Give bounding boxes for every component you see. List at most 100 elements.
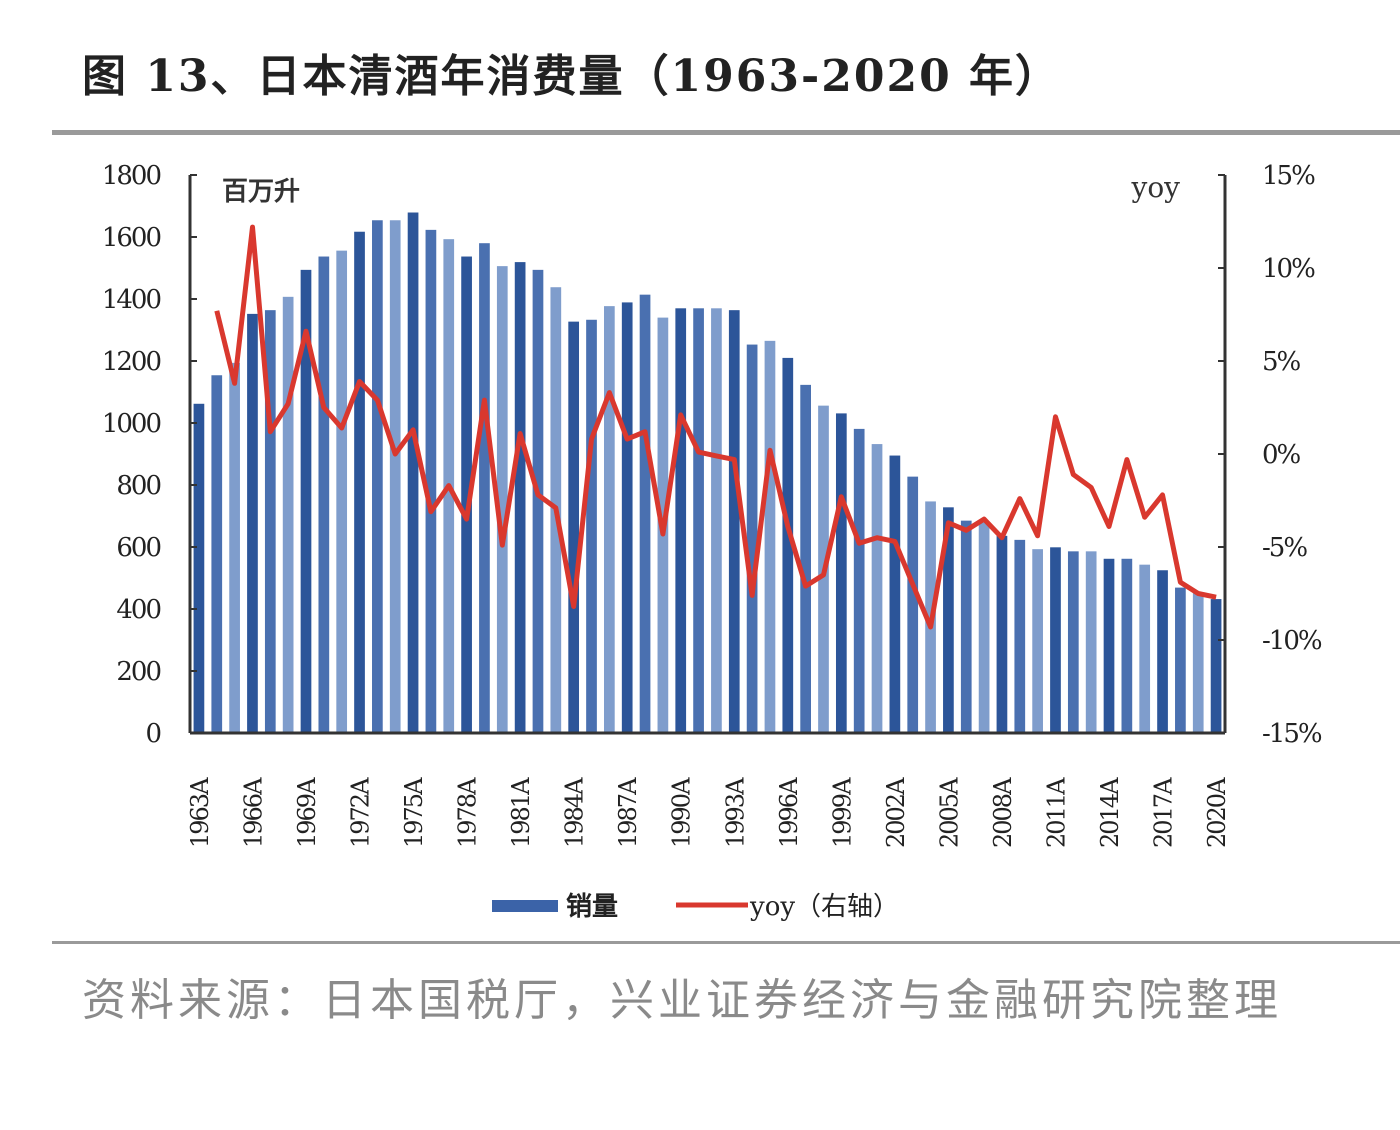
bar-2006A <box>960 520 972 733</box>
x-tick-label: 1996A <box>775 777 803 848</box>
bar-1979A <box>479 243 490 733</box>
bar-2020A <box>1210 599 1222 733</box>
x-tick-label: 2002A <box>882 777 910 848</box>
legend-line-label: yoy（右轴） <box>749 892 899 922</box>
bar-2014A <box>1103 558 1115 733</box>
x-tick-label: 1981A <box>507 777 535 848</box>
bar-1993A <box>728 310 740 733</box>
right-unit-label: yoy <box>1131 171 1181 204</box>
bar-2013A <box>1085 551 1097 733</box>
bar-1988A <box>639 294 651 733</box>
bar-1973A <box>372 220 383 733</box>
x-tick-label: 2020A <box>1203 777 1231 848</box>
bar-1999A <box>835 413 847 733</box>
x-tick-label: 2011A <box>1042 777 1070 848</box>
bar-1963A <box>193 403 205 733</box>
legend-bar-label: 销量 <box>566 892 618 922</box>
left-tick-label: 600 <box>116 533 160 563</box>
bar-1992A <box>711 308 722 733</box>
x-tick-label: 1984A <box>561 777 589 848</box>
left-tick-label: 1800 <box>102 161 161 191</box>
bar-2012A <box>1067 551 1079 733</box>
bar-2008A <box>996 535 1008 733</box>
bottom-divider <box>52 941 1400 944</box>
bar-1996A <box>782 357 794 733</box>
right-tick-label: 10% <box>1262 254 1315 284</box>
right-tick-label: -5% <box>1262 533 1307 563</box>
bar-1970A <box>318 256 330 733</box>
bar-2005A <box>943 507 954 733</box>
left-tick-label: 200 <box>116 657 160 687</box>
bar-1974A <box>389 220 401 733</box>
x-tick-label: 2014A <box>1096 777 1124 848</box>
bar-1969A <box>300 269 312 733</box>
right-tick-label: -15% <box>1262 719 1322 749</box>
bar-2015A <box>1121 558 1133 733</box>
bar-1968A <box>282 296 294 733</box>
x-tick-label: 1972A <box>347 777 375 848</box>
bar-2011A <box>1050 547 1061 733</box>
bar-1981A <box>514 262 526 733</box>
legend-bar-swatch <box>492 900 558 912</box>
left-tick-label: 0 <box>145 719 160 749</box>
right-tick-label: 0% <box>1262 440 1301 470</box>
bar-1997A <box>800 384 811 733</box>
figure-title: 图 13、日本清酒年消费量（1963-2020 年） <box>82 51 1062 102</box>
x-tick-label: 1966A <box>239 777 267 848</box>
x-tick-label: 1987A <box>614 777 642 848</box>
bar-1975A <box>407 212 419 733</box>
x-tick-label: 1963A <box>186 777 214 848</box>
bar-2002A <box>889 455 901 733</box>
source-note: 资料来源：日本国税厅，兴业证券经济与金融研究院整理 <box>82 975 1282 1026</box>
bar-1972A <box>354 231 365 733</box>
right-tick-label: -10% <box>1262 626 1322 656</box>
bar-1966A <box>247 313 258 733</box>
bar-2001A <box>871 444 883 733</box>
chart: 0 200 400 600 800 1000 1200 1400 1600 1800 -15% -10… <box>102 161 1324 922</box>
x-tick-label: 2005A <box>935 777 963 848</box>
left-tick-label: 1400 <box>102 285 161 315</box>
bar-2000A <box>853 428 865 733</box>
left-tick-label: 400 <box>116 595 160 625</box>
right-tick-label: 15% <box>1262 161 1315 191</box>
bar-2016A <box>1139 564 1151 733</box>
bar-1984A <box>568 321 580 733</box>
bar-2003A <box>907 476 919 733</box>
bar-2010A <box>1032 549 1043 733</box>
bar-2009A <box>1014 539 1026 733</box>
bar-1965A <box>229 362 240 733</box>
left-unit-label: 百万升 <box>222 177 300 207</box>
bar-1967A <box>264 310 276 733</box>
bar-2007A <box>978 522 990 733</box>
x-tick-label: 2017A <box>1150 777 1178 848</box>
x-tick-label: 1990A <box>668 777 696 848</box>
bar-2018A <box>1175 587 1186 733</box>
right-tick-label: 5% <box>1262 347 1301 377</box>
left-tick-label: 800 <box>116 471 160 501</box>
bar-1964A <box>211 375 223 733</box>
x-tick-label: 2008A <box>989 777 1017 848</box>
bar-2017A <box>1157 570 1168 733</box>
bar-1985A <box>586 319 597 733</box>
x-tick-label: 1969A <box>293 777 321 848</box>
left-tick-label: 1000 <box>102 409 161 439</box>
bar-1971A <box>336 250 348 733</box>
bar-1987A <box>621 302 633 733</box>
bar-1976A <box>425 229 437 733</box>
bar-1978A <box>461 256 472 733</box>
left-tick-label: 1200 <box>102 347 161 377</box>
bar-1995A <box>764 340 776 733</box>
bar-1991A <box>693 308 704 733</box>
left-tick-label: 1600 <box>102 223 161 253</box>
bar-1986A <box>604 306 615 733</box>
x-tick-label: 1999A <box>828 777 856 848</box>
top-divider <box>52 130 1400 135</box>
bar-1980A <box>496 266 508 733</box>
bar-1982A <box>532 269 544 733</box>
bar-1994A <box>746 344 758 733</box>
x-tick-label: 1975A <box>400 777 428 848</box>
x-tick-label: 1993A <box>721 777 749 848</box>
bar-1990A <box>675 308 687 733</box>
bar-2019A <box>1192 593 1204 733</box>
x-tick-label: 1978A <box>454 777 482 848</box>
